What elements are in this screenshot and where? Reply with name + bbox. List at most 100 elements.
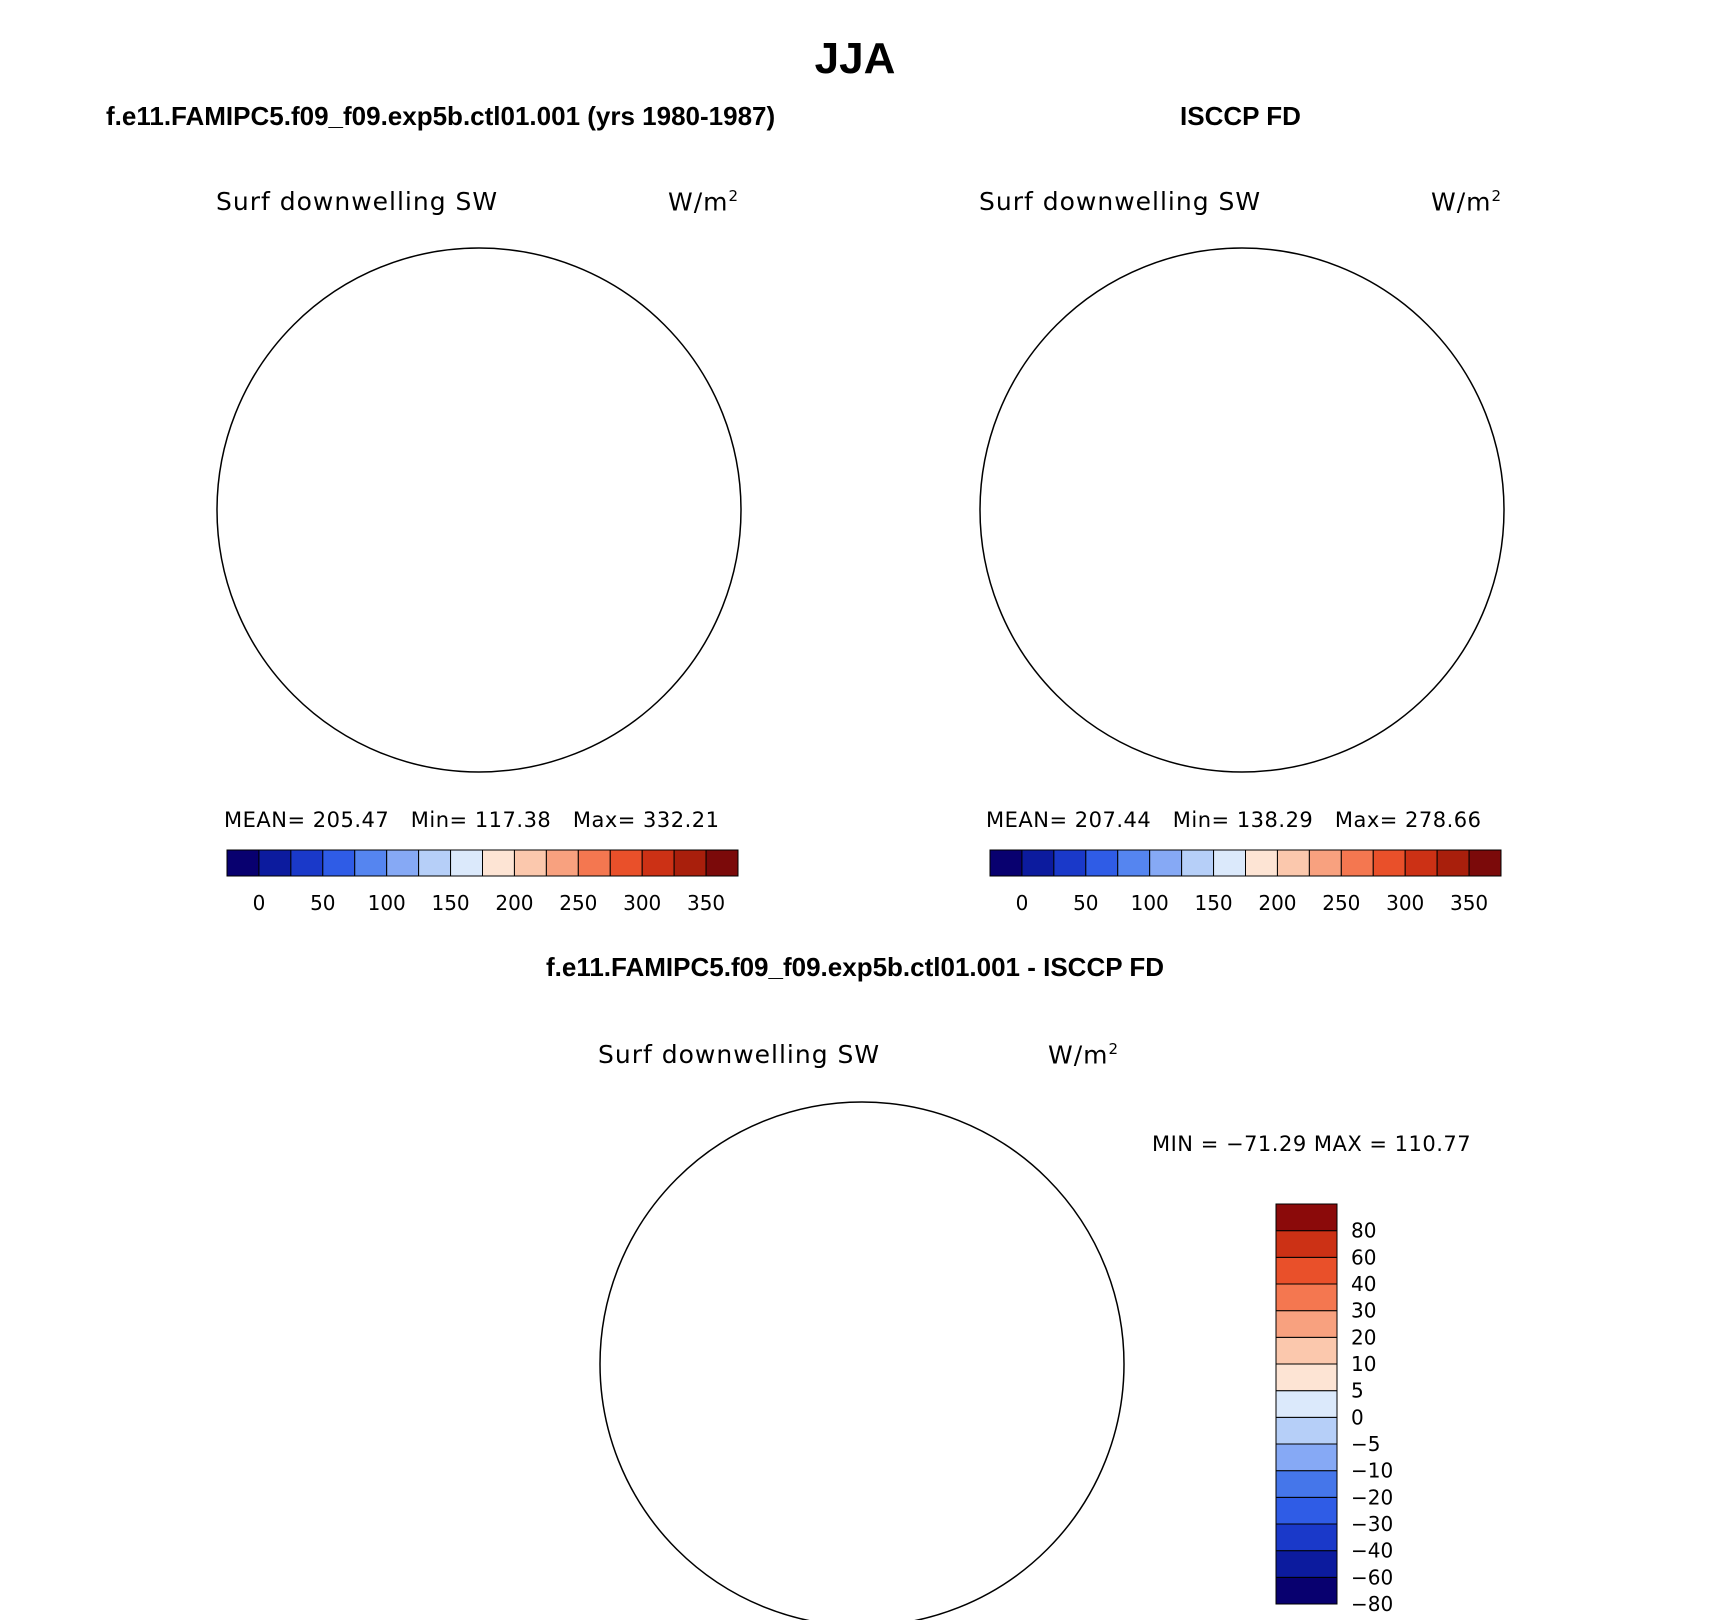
colorbar-cell [1275,1256,1338,1285]
colorbar-cell [577,849,611,877]
coastline-0 [637,1254,767,1319]
left-panel-title: f.e11.FAMIPC5.f09_f09.exp5b.ctl01.001 (y… [106,101,776,131]
field-region-archip [675,1259,804,1375]
coastline-6 [359,450,409,500]
coastline-9 [347,490,500,618]
field-region-greenland [344,490,501,621]
colorbar-tick-label: −30 [1351,1512,1393,1536]
colorbar-cell [1021,849,1055,877]
colorbar-tick-label: 80 [1351,1219,1376,1243]
coastline-3 [1212,270,1282,335]
colorbar-cell [1340,849,1374,877]
colorbar-tick-label: 20 [1351,1325,1376,1349]
colorbar-cell [1308,849,1342,877]
coastline-12 [379,635,409,658]
colorbar-cell [1275,1283,1338,1312]
coastline-8 [1182,450,1222,490]
field-region-pacific [980,248,1504,450]
map-fields [980,248,1504,772]
coastline-2 [349,255,399,320]
field-greenland-core [761,1370,864,1459]
colorbar-cell [1468,849,1502,877]
coastline-5 [1337,280,1382,430]
colorbar-cell [1275,1230,1338,1258]
colorbar-tick-label: 350 [687,891,725,915]
field-region-siberiaE [1302,248,1504,690]
field-region-pacific [600,1102,1124,1304]
field-region-greenland [1107,490,1264,621]
field-region-arctic [722,1200,906,1386]
colorbar-tick-label: 5 [1351,1379,1364,1403]
field-background [600,1102,1124,1620]
colorbar-cell [1275,1203,1338,1232]
colorbar-cell [450,849,483,877]
colorbar-cell [1275,1496,1338,1525]
coastline-8 [419,450,459,490]
coastline-6 [742,1304,792,1354]
coastline-14 [549,580,609,700]
coastline-7 [712,1329,747,1364]
colorbar-tick-label: −80 [1351,1592,1393,1616]
colorbar-cell [1053,849,1087,877]
field-background [696,758,741,772]
colorbar-cell [482,849,515,877]
coastline-5 [574,280,619,430]
colorbar-cell [609,849,643,877]
coastline-0 [1017,400,1147,465]
colorbar-cell [1436,849,1470,877]
field-region-greenland [727,1344,884,1475]
colorbar-tick-label: 0 [1351,1405,1364,1429]
field-region-scand [892,1404,1052,1620]
coastline-11 [269,570,309,605]
coastline-16 [609,300,654,490]
coastline-3 [449,270,519,335]
coastline-6 [1122,450,1172,500]
field-region-atlantic [980,570,1322,772]
coastline-13 [1282,590,1322,740]
colorbar-cell [513,849,547,877]
colorbar-tick-label: 40 [1351,1272,1376,1296]
colorbar-tick-label: −20 [1351,1485,1393,1509]
coastline-12 [1142,635,1172,658]
right-stats: MEAN= 207.44 Min= 138.29 Max= 278.66 [986,808,1482,832]
pole-hole [850,1314,874,1338]
coastline-16 [992,1154,1037,1344]
map-fields [600,1102,1124,1620]
coastline-10 [239,510,329,565]
field-region-siberiaE [539,248,741,690]
colorbar-cell [418,849,452,877]
colorbar-cell [1275,1550,1338,1578]
colorbar-cell [989,849,1023,877]
field-background [980,248,1504,772]
colorbar-tick-label: 200 [495,891,533,915]
diff-variable-label: Surf downwelling SW [598,1040,881,1069]
map-difference [599,1101,1125,1620]
colorbar-tick-label: 100 [368,891,406,915]
coastline-14 [1312,580,1372,700]
colorbar-cell [705,849,739,877]
coastline-15 [449,700,489,760]
map-border [599,1101,1125,1620]
colorbar-cell [1372,849,1406,877]
colorbar-cell [673,849,707,877]
colorbar-tick-label: 250 [1322,891,1360,915]
left-stats: MEAN= 205.47 Min= 117.38 Max= 332.21 [224,808,720,832]
colorbar-cell [258,849,292,877]
right-panel-title: ISCCP FD [1180,101,1301,131]
coastline-17 [679,370,714,410]
colorbar-tick-label: 200 [1258,891,1296,915]
colorbar-cell [1275,1363,1338,1392]
colorbar-cell [226,849,260,877]
colorbar-tick-label: 50 [310,891,335,915]
colorbar-cell [545,849,579,877]
colorbar-tick-label: −5 [1351,1432,1380,1456]
coastline-0 [254,400,384,465]
coastline-1 [652,1229,752,1274]
field-region-siberiaE [922,1102,1124,1544]
coastline-13 [902,1444,942,1594]
coastline-2 [732,1109,782,1174]
colorbar-tick-label: 150 [1194,891,1232,915]
colorbar-cell [1275,1416,1338,1445]
